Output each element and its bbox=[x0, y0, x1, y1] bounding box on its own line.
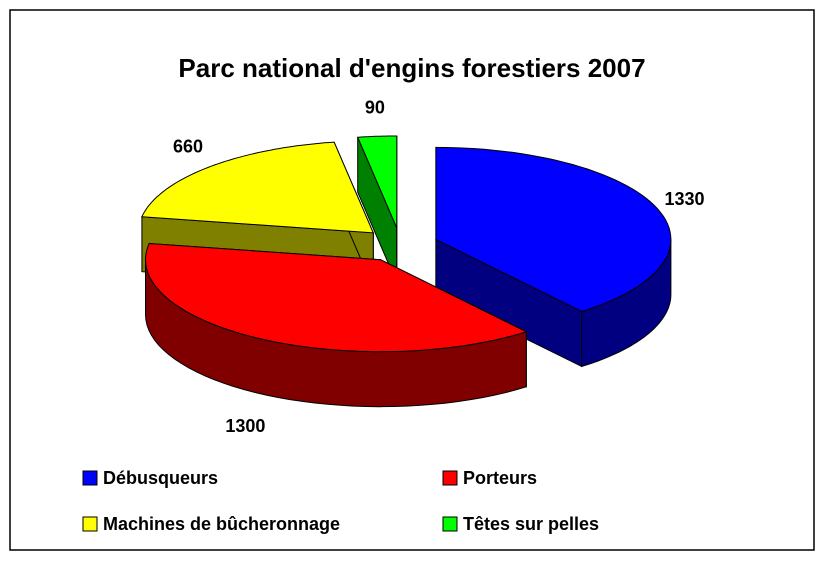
data-label: 660 bbox=[173, 137, 203, 157]
legend-label: Têtes sur pelles bbox=[463, 514, 599, 534]
legend-swatch bbox=[82, 516, 98, 532]
legend-label: Débusqueurs bbox=[103, 468, 218, 488]
slice-top bbox=[144, 242, 528, 353]
pie-slice bbox=[356, 135, 398, 284]
slice-top bbox=[435, 146, 672, 313]
data-label: 1330 bbox=[664, 189, 704, 209]
data-label: 1300 bbox=[225, 416, 265, 436]
legend-swatch bbox=[442, 516, 458, 532]
legend-label: Porteurs bbox=[463, 468, 537, 488]
chart-title: Parc national d'engins forestiers 2007 bbox=[178, 53, 645, 83]
data-label: 90 bbox=[365, 98, 385, 118]
legend-label: Machines de bûcheronnage bbox=[103, 514, 340, 534]
legend-swatch bbox=[442, 470, 458, 486]
pie-slice bbox=[435, 146, 672, 368]
slice-top bbox=[356, 135, 398, 229]
pie-slice bbox=[144, 242, 528, 408]
legend-swatch bbox=[82, 470, 98, 486]
slice-top bbox=[141, 141, 375, 234]
